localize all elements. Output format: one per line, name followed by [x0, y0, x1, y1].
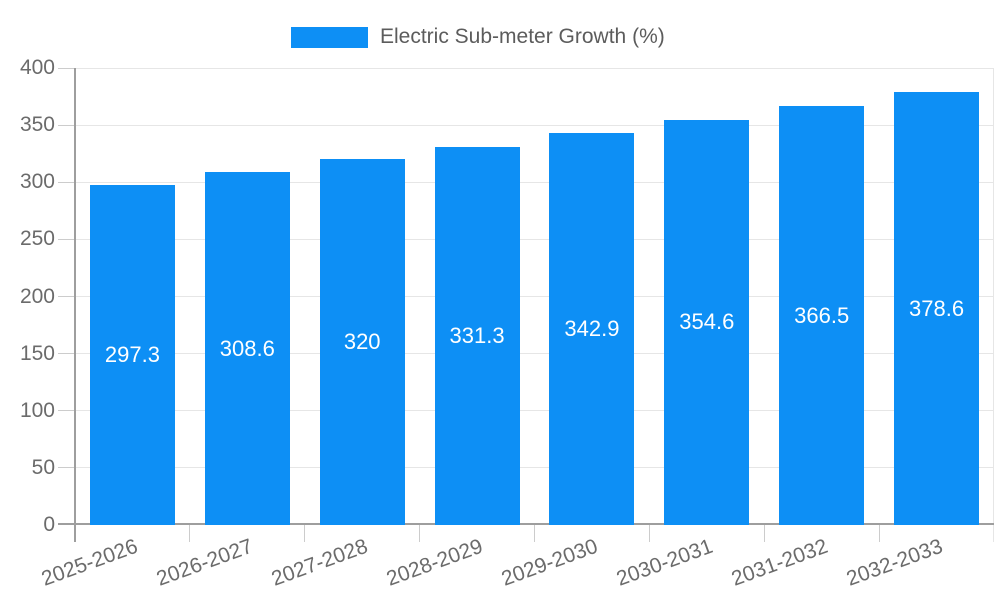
bar[interactable]: 354.6	[664, 119, 750, 525]
x-tick	[648, 525, 650, 542]
x-tick	[419, 525, 421, 542]
plot-area: 297.3 308.6 320 331.3 342.9 354.6 366.5 378.6	[58, 67, 994, 542]
y-axis-label: 200	[19, 284, 55, 308]
gridline	[75, 124, 994, 126]
x-tick	[189, 525, 191, 542]
y-axis-label: 150	[19, 341, 55, 365]
x-tick	[878, 525, 880, 542]
y-tick	[58, 238, 74, 240]
gridline	[75, 353, 994, 355]
x-tick	[304, 525, 306, 542]
y-axis-line	[74, 68, 76, 542]
y-axis-label: 50	[31, 455, 55, 479]
y-axis-label: 400	[19, 56, 55, 79]
bar[interactable]: 308.6	[204, 172, 290, 525]
y-tick	[58, 181, 74, 183]
y-tick	[58, 353, 74, 355]
gridline	[75, 410, 994, 412]
gridline	[75, 467, 994, 469]
bar-value-label: 308.6	[219, 335, 275, 361]
y-tick	[58, 467, 74, 469]
y-tick	[58, 124, 74, 126]
x-tick	[763, 525, 765, 542]
bar[interactable]: 378.6	[894, 92, 980, 525]
bar[interactable]: 366.5	[779, 106, 865, 525]
gridline	[75, 67, 994, 69]
y-tick	[58, 296, 74, 297]
legend-label: Electric Sub-meter Growth (%)	[380, 25, 665, 48]
bar-value-label: 342.9	[564, 316, 620, 342]
x-tick	[534, 525, 535, 542]
gridline	[75, 238, 994, 240]
bar[interactable]: 342.9	[549, 133, 635, 525]
legend-swatch	[291, 26, 368, 48]
bar-value-label: 331.3	[449, 322, 505, 348]
bar-value-label: 297.3	[104, 342, 160, 368]
y-axis-label: 350	[19, 113, 55, 137]
bar[interactable]: 320	[319, 159, 405, 525]
y-axis-label: 300	[19, 170, 55, 194]
bar-value-label: 378.6	[909, 295, 965, 321]
plot-right-border	[993, 68, 994, 542]
y-tick	[58, 410, 74, 412]
legend: Electric Sub-meter Growth (%)	[291, 25, 665, 49]
gridline	[75, 181, 994, 183]
bar-value-label: 320	[343, 329, 381, 355]
y-tick	[58, 67, 74, 69]
bar-value-label: 354.6	[679, 309, 735, 335]
bar-value-label: 366.5	[794, 302, 850, 328]
y-axis-label: 100	[19, 398, 55, 422]
gridline	[75, 296, 994, 297]
y-axis-label: 0	[43, 513, 55, 536]
y-axis-label: 250	[19, 227, 55, 251]
x-axis-line	[58, 523, 994, 525]
bar[interactable]: 297.3	[89, 185, 175, 525]
bar[interactable]: 331.3	[434, 146, 520, 525]
